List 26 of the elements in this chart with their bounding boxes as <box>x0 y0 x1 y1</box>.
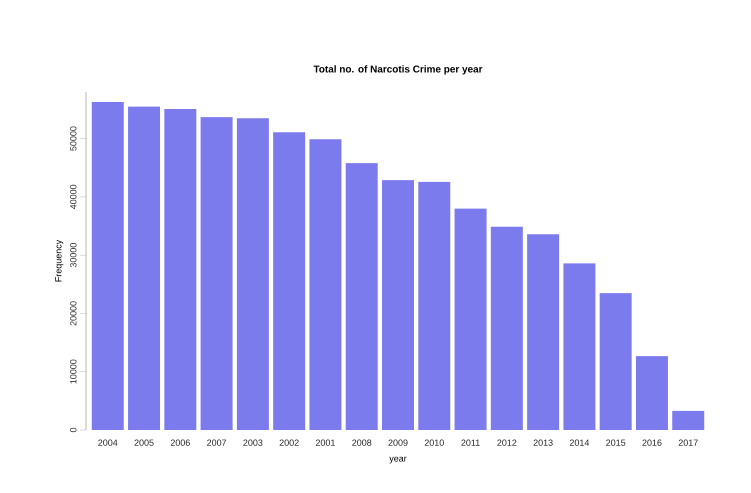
x-tick-label: 2016 <box>642 440 662 446</box>
y-tick-label: 40000 <box>70 184 76 210</box>
x-tick-label: 2014 <box>570 440 590 446</box>
y-axis-title: Frequency <box>55 240 64 282</box>
y-tick-label: 20000 <box>70 301 76 326</box>
y-tick-label: 30000 <box>70 243 76 268</box>
x-tick-label: 2004 <box>98 440 118 446</box>
x-tick-label: 2007 <box>207 440 226 446</box>
x-tick-label: 2017 <box>678 440 698 446</box>
chart-title: Total no. of Narcotis Crime per year <box>314 65 482 74</box>
x-tick-label: 2003 <box>243 440 262 446</box>
x-axis-title: year <box>389 456 407 464</box>
x-tick-label: 2010 <box>424 440 444 446</box>
x-tick-label: 2002 <box>280 440 299 446</box>
y-tick-label: 0 <box>70 428 76 432</box>
x-tick-label: 2009 <box>388 440 408 446</box>
x-tick-label: 2001 <box>316 440 335 446</box>
y-tick-label: 10000 <box>70 360 76 384</box>
x-tick-label: 2015 <box>606 440 626 446</box>
x-tick-label: 2012 <box>497 440 516 446</box>
y-tick-label: 50000 <box>70 126 76 151</box>
x-tick-label: 2006 <box>170 440 190 446</box>
x-tick-label: 2008 <box>352 440 372 446</box>
x-tick-label: 2013 <box>534 440 553 446</box>
x-tick-label: 2005 <box>134 440 154 446</box>
x-tick-label: 2011 <box>461 440 480 446</box>
